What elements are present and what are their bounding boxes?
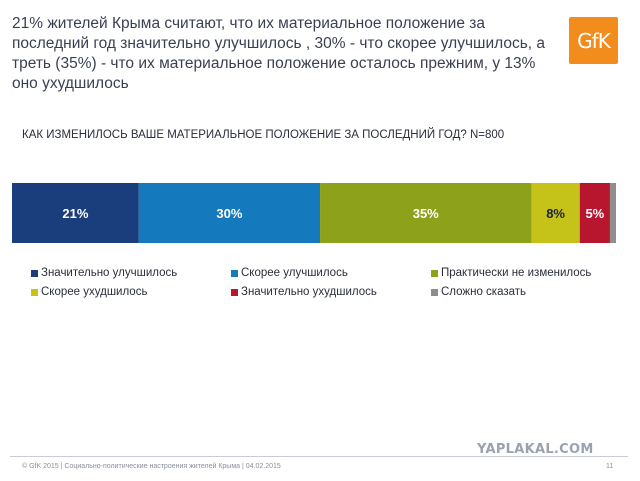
bar-label-1: 30% [216, 206, 242, 221]
legend-swatch [31, 288, 38, 296]
legend-swatch [431, 288, 438, 296]
legend-label: Скорее ухудшилось [41, 286, 148, 298]
page-number: 11 [606, 463, 614, 470]
legend-swatch [231, 288, 238, 296]
bar-segment-1 [138, 183, 321, 243]
legend-label: Сложно сказать [441, 286, 527, 298]
legend-label: Значительно ухудшилось [241, 286, 377, 298]
bar-segment-5 [609, 183, 616, 243]
chart-legend: Значительно улучшилось Скорее улучшилось П… [31, 267, 621, 307]
footer-divider [10, 456, 628, 457]
stacked-bar-chart: 21% 30% 35% 8% 5% [12, 183, 616, 243]
legend-item-5: Сложно сказать [431, 286, 526, 298]
bar-segment-3 [531, 183, 580, 243]
legend-item-0: Значительно улучшилось [31, 267, 177, 279]
legend-swatch [431, 269, 438, 277]
bar-label-0: 21% [62, 206, 88, 221]
bar-segment-0 [12, 183, 139, 243]
legend-label: Значительно улучшилось [41, 267, 178, 279]
legend-item-3: Скорее ухудшилось [31, 286, 147, 298]
legend-item-2: Практически не изменилось [431, 267, 591, 279]
bar-segment-4 [579, 183, 610, 243]
gfk-logo: GfK [569, 17, 618, 64]
bar-label-3: 8% [546, 206, 565, 221]
bar-label-4: 5% [585, 206, 604, 221]
legend-item-1: Скорее улучшилось [231, 267, 348, 279]
legend-label: Практически не изменилось [441, 267, 592, 279]
legend-swatch [31, 269, 38, 277]
footer-text: © GfK 2015 | Социально-политические наст… [22, 463, 281, 470]
bar-segment-2 [320, 183, 532, 243]
page-headline: 21% жителей Крыма считают, что их матери… [12, 15, 546, 92]
legend-item-4: Значительно ухудшилось [231, 286, 377, 298]
bar-label-2: 35% [413, 206, 439, 221]
chart-title: КАК ИЗМЕНИЛОСЬ ВАШЕ МАТЕРИАЛЬНОЕ ПОЛОЖЕН… [22, 129, 505, 141]
legend-label: Скорее улучшилось [241, 267, 348, 279]
legend-swatch [231, 269, 238, 277]
watermark: YAPLAKAL.COM [477, 442, 594, 457]
